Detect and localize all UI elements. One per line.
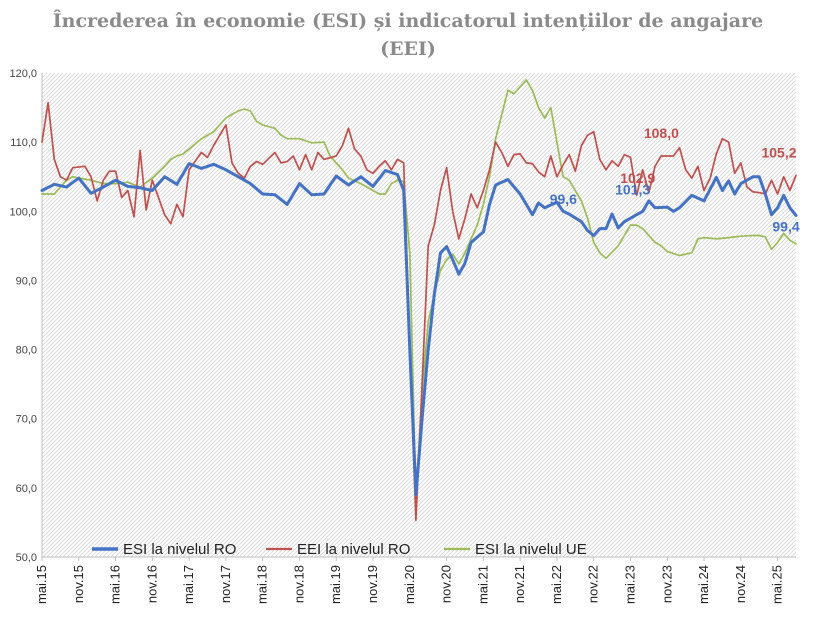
- series-line-2: [41, 101, 797, 522]
- x-tick-label: nov.24: [733, 565, 748, 603]
- x-tick-label: nov.18: [291, 565, 306, 603]
- data-label: 99,4: [772, 218, 799, 234]
- x-tick-label: mai.18: [255, 565, 270, 604]
- y-tick-label: 80,0: [16, 345, 37, 357]
- x-tick-label: mai.17: [181, 565, 196, 604]
- chart-title-line-1: Încrederea în economie (ESI) și indicato…: [52, 10, 764, 32]
- data-label: 102,9: [620, 170, 655, 186]
- x-tick-label: mai.15: [34, 565, 49, 604]
- y-tick-label: 70,0: [16, 414, 37, 426]
- x-tick-label: nov.16: [144, 565, 159, 603]
- x-tick-label: nov.23: [659, 565, 674, 603]
- legend-label-1: ESI la nivelul RO: [123, 541, 236, 558]
- y-tick-label: 110,0: [10, 137, 37, 149]
- series-line-3: [41, 79, 797, 500]
- y-tick-label: 100,0: [9, 206, 37, 218]
- legend-label-2: EEI la nivelul RO: [297, 541, 410, 558]
- x-tick-label: mai.16: [108, 565, 123, 604]
- x-tick-label: mai.19: [328, 565, 343, 604]
- series-line-1: [40, 162, 798, 497]
- x-tick-label: nov.17: [218, 565, 233, 603]
- x-tick-label: nov.22: [586, 565, 601, 603]
- x-tick-label: mai.21: [475, 565, 490, 604]
- legend-label-3: ESI la nivelul UE: [475, 541, 587, 558]
- x-tick-label: nov.20: [439, 565, 454, 603]
- data-label: 108,0: [644, 125, 679, 141]
- chart-title-line-2: (EEI): [380, 38, 436, 60]
- x-tick-label: mai.23: [622, 565, 637, 604]
- x-tick-label: mai.20: [402, 565, 417, 604]
- x-tick-label: nov.21: [512, 565, 527, 603]
- x-tick-label: nov.15: [71, 565, 86, 603]
- y-tick-label: 60,0: [16, 483, 37, 495]
- y-tick-label: 90,0: [16, 275, 37, 287]
- x-tick-label: mai.22: [549, 565, 564, 604]
- data-label: 101,3: [615, 181, 650, 197]
- data-label: 99,6: [550, 191, 577, 207]
- data-label: 105,2: [761, 144, 796, 160]
- plot-area: [42, 73, 796, 557]
- x-tick-label: nov.19: [365, 565, 380, 603]
- y-tick-label: 50,0: [16, 552, 37, 564]
- x-tick-label: mai.24: [696, 565, 711, 604]
- x-tick-label: mai.25: [770, 565, 785, 604]
- y-tick-label: 120,0: [9, 68, 37, 80]
